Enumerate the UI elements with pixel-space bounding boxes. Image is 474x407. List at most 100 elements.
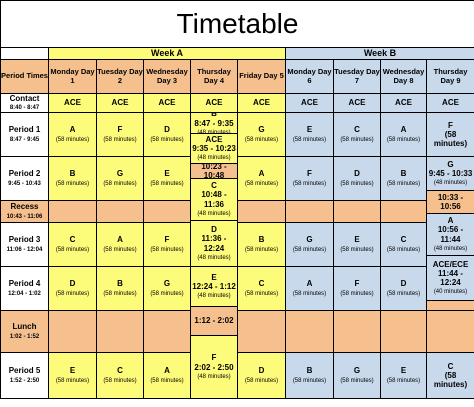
timetable-cell: F (58 minutes) xyxy=(333,266,381,311)
cell-duration: (48 minutes) xyxy=(433,245,468,252)
cell-time: 2:02 - 2:50 xyxy=(194,362,234,372)
timetable-cell: E (58 minutes) xyxy=(143,156,191,201)
cell-subject: E xyxy=(400,366,407,376)
period-label: Recess 10:43 - 11:06 xyxy=(0,200,49,223)
timetable-cell xyxy=(48,310,97,353)
cell-duration: (58 minutes) xyxy=(150,246,184,253)
period-label: Period 1 8:47 - 9:45 xyxy=(0,112,49,157)
timetable-cell: D (58 minutes) xyxy=(333,156,381,201)
cell-subject: E xyxy=(306,125,313,135)
cell-subject: C xyxy=(211,181,217,191)
period-name: Period 2 xyxy=(8,169,41,179)
timetable-cell: B (58 minutes) xyxy=(285,352,334,399)
cell-duration: (58 minutes) xyxy=(103,290,137,297)
cell-subject: ACE xyxy=(253,98,270,108)
period-name: Contact xyxy=(9,93,40,103)
period-name: Recess xyxy=(10,202,39,212)
day-header: Thursday Day 4 xyxy=(190,59,238,94)
timetable-cell: C (58 minutes) xyxy=(48,222,97,267)
cell-duration: (58 minutes) xyxy=(55,136,90,143)
cell-time: 8:47 - 9:35 xyxy=(194,118,234,128)
cell-subject: ACE xyxy=(205,98,223,108)
timetable-cell: C (58 minutes) xyxy=(380,222,427,267)
cell-subject: B xyxy=(306,366,313,376)
cell-duration: (58 minutes) xyxy=(103,136,137,143)
timetable-cell: C (58 minutes) xyxy=(333,112,381,157)
cell-duration: (58 minutes) xyxy=(55,377,90,384)
timetable-cell: A (58 minutes) xyxy=(143,352,191,399)
timetable-cell: E (58 minutes) xyxy=(333,222,381,267)
timetable-cell: ACE xyxy=(190,93,238,113)
timetable-cell: E (58 minutes) xyxy=(285,112,334,157)
cell-subject: C xyxy=(69,235,76,245)
timetable-cell: ACE xyxy=(96,93,144,113)
cell-subject: ACE xyxy=(158,98,176,108)
cell-subject: B xyxy=(258,235,265,245)
cell-subject: A xyxy=(164,366,170,376)
cell-subject: F xyxy=(164,235,170,245)
cell-subject: D xyxy=(258,366,265,376)
timetable-cell: 10:23 - 10:48 xyxy=(190,163,238,179)
period-label: Lunch 1:02 - 1:52 xyxy=(0,310,49,353)
cell-subject: 10:23 - 10:48 xyxy=(201,163,227,179)
cell-subject: ACE xyxy=(205,134,223,144)
cell-time: (58 minutes) xyxy=(433,370,468,390)
timetable-cell: 1:12 - 2:02 xyxy=(190,306,238,336)
timetable-cell: ACE/ECE 11:44 - 12:24 (40 minutes) xyxy=(426,255,474,301)
cell-duration: (58 minutes) xyxy=(292,180,327,187)
cell-subject: C xyxy=(258,279,265,289)
cell-duration: (58 minutes) xyxy=(340,290,374,297)
timetable-cell: ACE 9:35 - 10:23 (48 minutes) xyxy=(190,133,238,164)
cell-duration: (58 minutes) xyxy=(386,136,421,143)
cell-subject: ACE xyxy=(348,98,366,108)
cell-duration: (58 minutes) xyxy=(292,136,327,143)
cell-duration: (48 minutes) xyxy=(433,180,468,187)
cell-subject: D xyxy=(211,225,217,235)
cell-subject: A xyxy=(400,125,407,135)
day-header: Wednesday Day 8 xyxy=(380,59,427,94)
timetable-cell: ACE xyxy=(285,93,334,113)
period-label: Period 3 11:06 - 12:04 xyxy=(0,222,49,267)
period-times-header: Period Times xyxy=(0,59,49,94)
timetable-cell xyxy=(237,310,286,353)
cell-time: 12:24 - 1:12 xyxy=(192,282,236,292)
timetable-cell: G (58 minutes) xyxy=(333,352,381,399)
period-name: Lunch xyxy=(12,322,37,332)
cell-duration: (58 minutes) xyxy=(340,246,374,253)
timetable-cell: ACE xyxy=(426,93,474,113)
cell-duration: (48 minutes) xyxy=(197,373,231,380)
cell-duration: (58 minutes) xyxy=(150,377,184,384)
cell-time: 10:56 - 11:44 xyxy=(437,225,464,244)
cell-subject: F xyxy=(211,353,217,363)
timetable-cell xyxy=(380,310,427,353)
cell-duration: (48 minutes) xyxy=(197,155,231,162)
timetable-cell: F (58 minutes) xyxy=(96,112,144,157)
timetable-cell: ACE xyxy=(333,93,381,113)
timetable-cell xyxy=(333,200,381,223)
period-label: Contact 8:40 - 8:47 xyxy=(0,93,49,113)
cell-subject: G xyxy=(447,159,454,169)
timetable-cell: E 12:24 - 1:12 (48 minutes) xyxy=(190,266,238,307)
cell-subject: ACE xyxy=(395,98,412,108)
period-time: 1:02 - 1:52 xyxy=(9,333,40,340)
timetable-cell: D (58 minutes) xyxy=(48,266,97,311)
cell-subject: A xyxy=(447,216,454,226)
cell-duration: (58 minutes) xyxy=(386,180,421,187)
cell-subject: ACE xyxy=(301,98,318,108)
period-time: 10:43 - 11:06 xyxy=(6,213,43,220)
cell-subject: B xyxy=(69,169,76,179)
cell-subject: G xyxy=(353,366,361,376)
cell-subject: ACE xyxy=(64,98,81,108)
timetable-cell: C 10:48 - 11:36 (48 minutes) xyxy=(190,178,238,221)
cell-subject: F xyxy=(354,279,360,289)
timetable-cell: G (58 minutes) xyxy=(285,222,334,267)
timetable-cell: A (58 minutes) xyxy=(237,156,286,201)
period-name: Period 3 xyxy=(8,235,41,245)
period-label: Period 2 9:45 - 10:43 xyxy=(0,156,49,201)
timetable-cell: A (58 minutes) xyxy=(96,222,144,267)
cell-duration: (58 minutes) xyxy=(103,246,137,253)
cell-subject: D xyxy=(354,169,360,179)
timetable-cell xyxy=(143,310,191,353)
cell-time: 11:44 - 12:24 xyxy=(438,268,463,288)
period-label: Period 5 1:52 - 2:50 xyxy=(0,352,49,399)
